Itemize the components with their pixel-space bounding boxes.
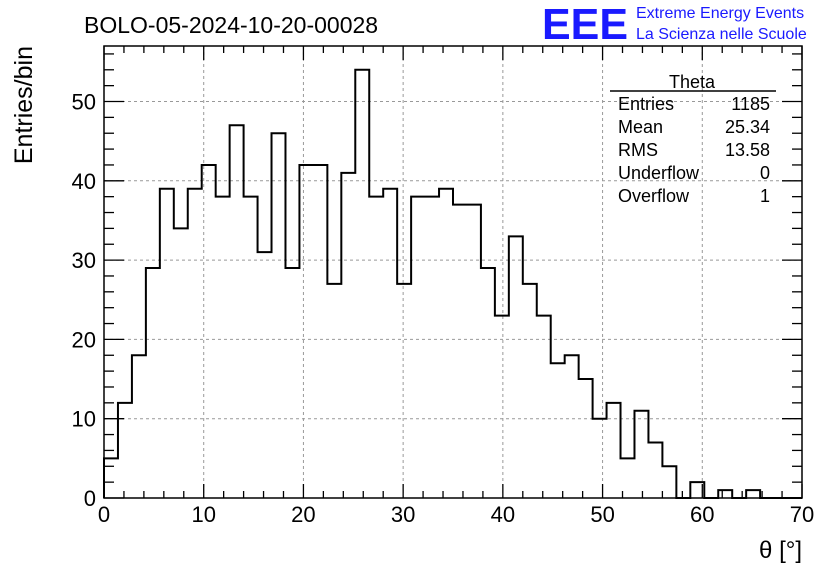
stats-label: Mean	[618, 117, 663, 137]
histogram-bin	[327, 284, 341, 498]
stats-value: 13.58	[725, 140, 770, 160]
histogram-bin	[718, 490, 732, 498]
histogram-bin	[648, 442, 662, 498]
histogram-bin	[467, 205, 481, 498]
stats-value: 1	[760, 186, 770, 206]
y-tick-label: 30	[72, 248, 96, 273]
chart-title: BOLO-05-2024-10-20-00028	[84, 12, 378, 38]
histogram-bin	[174, 228, 188, 498]
plot-frame	[103, 45, 803, 499]
x-tick-label: 0	[98, 502, 110, 527]
eee-logo: EEE Extreme Energy Events La Scienza nel…	[542, 0, 807, 49]
histogram-bin	[495, 316, 509, 498]
histogram-bin	[662, 466, 676, 498]
x-tick-labels: 0 10 20 30 40 50 60 70	[98, 502, 814, 527]
y-tick-label: 20	[72, 327, 96, 352]
histogram-layer	[103, 68, 802, 499]
x-axis-label: θ [°]	[759, 537, 802, 564]
x-tick-label: 10	[191, 502, 215, 527]
histogram-bin	[104, 458, 118, 498]
stats-label: RMS	[618, 140, 658, 160]
histogram-bin	[118, 403, 132, 498]
histogram-bin	[216, 197, 230, 498]
x-tick-label: 30	[391, 502, 415, 527]
histogram-bin	[272, 133, 286, 498]
histogram-bin	[258, 252, 272, 498]
x-tick-label: 50	[590, 502, 614, 527]
histogram-bin	[160, 189, 174, 498]
histogram-bin	[299, 165, 313, 498]
histogram-bin	[607, 403, 621, 498]
stats-label: Underflow	[618, 163, 700, 183]
histogram-bin	[244, 197, 258, 498]
histogram-bin	[425, 197, 439, 498]
histogram-bin	[397, 284, 411, 498]
histogram-bin	[341, 173, 355, 498]
histogram-bin	[132, 355, 146, 498]
histogram-bin	[551, 363, 565, 498]
histogram-bin	[230, 125, 244, 498]
y-axis-label: Entries/bin	[10, 46, 38, 164]
y-tick-labels: 0 10 20 30 40 50	[72, 90, 96, 511]
x-tick-label: 40	[491, 502, 515, 527]
histogram-bin	[355, 70, 369, 498]
stats-value: 25.34	[725, 117, 770, 137]
stats-value: 1185	[731, 94, 770, 114]
y-tick-label: 0	[84, 486, 96, 511]
stats-title: Theta	[669, 72, 716, 92]
stats-label: Entries	[618, 94, 674, 114]
histogram-bin	[383, 189, 397, 498]
histogram-outline	[103, 68, 802, 499]
eee-logo-line1: Extreme Energy Events	[636, 5, 804, 22]
axis-ticks	[103, 46, 803, 499]
histogram-bin	[202, 165, 216, 498]
histogram-bin	[593, 419, 607, 498]
eee-logo-line2: La Scienza nelle Scuole	[636, 26, 807, 43]
histogram-bin	[579, 379, 593, 498]
histogram-bin	[369, 197, 383, 498]
x-tick-label: 70	[790, 502, 814, 527]
histogram-bin	[146, 268, 160, 498]
histogram-bin	[453, 205, 467, 498]
histogram-bin	[481, 268, 495, 498]
histogram-bin	[523, 284, 537, 498]
histogram-bin	[634, 411, 648, 498]
histogram-bin	[746, 490, 760, 498]
y-tick-label: 10	[72, 407, 96, 432]
x-tick-label: 60	[690, 502, 714, 527]
y-tick-label: 40	[72, 169, 96, 194]
stats-value: 0	[760, 163, 770, 183]
histogram-bin	[285, 268, 299, 498]
stats-label: Overflow	[618, 186, 690, 206]
histogram-bin	[313, 165, 327, 498]
stats-box: Theta Entries 1185 Mean 25.34 RMS 13.58 Underf…	[610, 72, 776, 206]
stats-rows: Entries 1185 Mean 25.34 RMS 13.58 Underflow 0 Ov…	[618, 94, 770, 206]
x-tick-label: 20	[291, 502, 315, 527]
eee-logo-mark: EEE	[542, 0, 628, 49]
histogram-bin	[537, 316, 551, 498]
histogram-bin	[509, 236, 523, 498]
y-tick-label: 50	[72, 90, 96, 115]
grid	[104, 46, 802, 498]
histogram-bin	[188, 189, 202, 498]
histogram-bin	[411, 197, 425, 498]
histogram-bin	[439, 189, 453, 498]
histogram-bin	[565, 355, 579, 498]
